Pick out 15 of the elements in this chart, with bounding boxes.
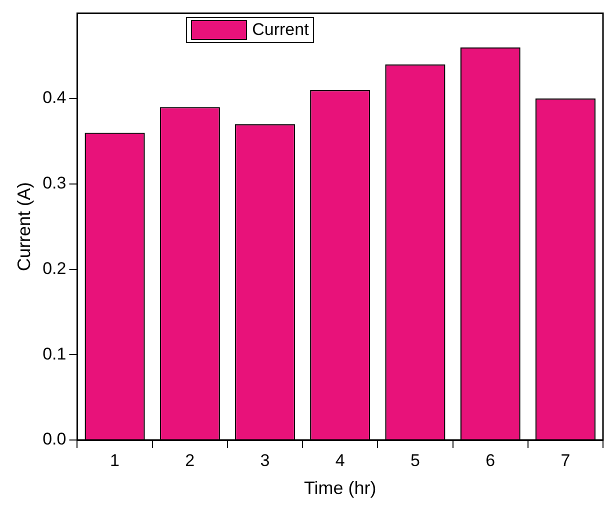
x-tick-label: 5	[410, 450, 420, 470]
legend: Current	[186, 17, 314, 44]
y-tick-label: 0.0	[42, 430, 66, 449]
x-tick-label: 3	[260, 450, 270, 470]
y-tick-label: 0.3	[42, 174, 66, 193]
x-tick-label: 1	[110, 450, 120, 470]
x-tick-label: 6	[486, 450, 496, 470]
y-tick-label: 0.1	[42, 344, 66, 364]
x-tick-label: 7	[560, 450, 570, 470]
x-tick-label: 2	[185, 450, 195, 470]
y-axis-title: Current (A)	[14, 182, 34, 272]
y-tick-label: 0.4	[42, 88, 66, 108]
x-tick-label: 4	[335, 450, 345, 470]
y-tick-label: 0.2	[42, 258, 66, 278]
x-axis-title: Time (hr)	[304, 478, 376, 498]
